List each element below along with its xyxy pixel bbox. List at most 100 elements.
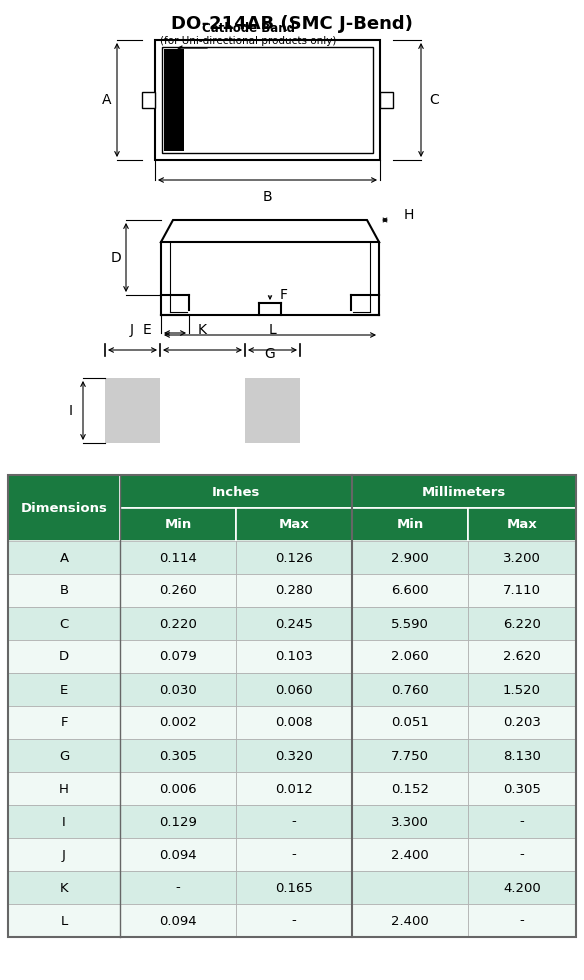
Text: L: L bbox=[268, 323, 276, 337]
Text: 5.590: 5.590 bbox=[391, 617, 429, 630]
Text: Max: Max bbox=[507, 518, 537, 531]
Text: -: - bbox=[291, 815, 296, 828]
Bar bbox=[120, 904, 236, 937]
Text: 0.245: 0.245 bbox=[275, 617, 313, 630]
Text: F: F bbox=[280, 288, 288, 302]
Bar bbox=[236, 574, 352, 607]
Bar bbox=[120, 871, 236, 904]
Text: E: E bbox=[60, 683, 68, 697]
Bar bbox=[8, 805, 120, 838]
Bar bbox=[236, 871, 352, 904]
Text: 7.110: 7.110 bbox=[503, 584, 541, 598]
Bar bbox=[120, 640, 236, 673]
Text: D: D bbox=[110, 251, 121, 265]
Text: B: B bbox=[60, 584, 68, 598]
Bar bbox=[236, 508, 352, 541]
Text: 0.305: 0.305 bbox=[159, 750, 197, 762]
Text: 0.079: 0.079 bbox=[159, 651, 197, 663]
Text: 6.600: 6.600 bbox=[391, 584, 429, 598]
Text: -: - bbox=[176, 881, 180, 895]
Text: I: I bbox=[62, 815, 66, 828]
Text: 3.300: 3.300 bbox=[391, 815, 429, 828]
Text: 0.012: 0.012 bbox=[275, 782, 313, 796]
Text: Millimeters: Millimeters bbox=[422, 485, 506, 499]
Bar bbox=[352, 805, 468, 838]
Bar bbox=[352, 739, 468, 772]
Bar bbox=[164, 49, 184, 151]
Bar bbox=[8, 871, 120, 904]
Text: Min: Min bbox=[164, 518, 192, 531]
Text: 0.103: 0.103 bbox=[275, 651, 313, 663]
Text: 0.002: 0.002 bbox=[159, 716, 197, 729]
Bar bbox=[8, 772, 120, 805]
Bar bbox=[8, 673, 120, 706]
Bar bbox=[120, 805, 236, 838]
Text: 2.620: 2.620 bbox=[503, 651, 541, 663]
Bar bbox=[120, 772, 236, 805]
Bar bbox=[468, 706, 576, 739]
Text: 0.030: 0.030 bbox=[159, 683, 197, 697]
Text: D: D bbox=[59, 651, 69, 663]
Text: -: - bbox=[520, 849, 524, 861]
Bar bbox=[352, 541, 468, 574]
Text: 0.165: 0.165 bbox=[275, 881, 313, 895]
Text: 0.060: 0.060 bbox=[275, 683, 313, 697]
Bar bbox=[236, 673, 352, 706]
Bar bbox=[352, 475, 576, 508]
Bar bbox=[352, 838, 468, 871]
Text: H: H bbox=[404, 208, 415, 222]
Text: 2.400: 2.400 bbox=[391, 914, 429, 927]
Text: J: J bbox=[130, 323, 134, 337]
Bar bbox=[468, 508, 576, 541]
Text: A: A bbox=[102, 93, 112, 107]
Text: 8.130: 8.130 bbox=[503, 750, 541, 762]
Text: 0.203: 0.203 bbox=[503, 716, 541, 729]
Bar bbox=[120, 541, 236, 574]
Text: C: C bbox=[60, 617, 69, 630]
Text: 0.094: 0.094 bbox=[159, 849, 197, 861]
Text: -: - bbox=[520, 914, 524, 927]
Bar bbox=[236, 640, 352, 673]
Text: 0.008: 0.008 bbox=[275, 716, 313, 729]
Text: A: A bbox=[60, 552, 68, 564]
Text: -: - bbox=[291, 849, 296, 861]
Text: 3.200: 3.200 bbox=[503, 552, 541, 564]
Text: H: H bbox=[59, 782, 69, 796]
Text: Min: Min bbox=[397, 518, 423, 531]
Bar bbox=[120, 673, 236, 706]
Text: 0.094: 0.094 bbox=[159, 914, 197, 927]
Bar bbox=[468, 541, 576, 574]
Bar bbox=[120, 475, 352, 508]
Bar bbox=[8, 475, 576, 937]
Text: 6.220: 6.220 bbox=[503, 617, 541, 630]
Bar bbox=[8, 607, 120, 640]
Bar bbox=[236, 838, 352, 871]
Text: 4.200: 4.200 bbox=[503, 881, 541, 895]
Text: DO-214AB (SMC J-Bend): DO-214AB (SMC J-Bend) bbox=[171, 15, 413, 33]
Bar bbox=[468, 574, 576, 607]
Bar bbox=[468, 739, 576, 772]
Bar bbox=[352, 673, 468, 706]
Bar bbox=[352, 706, 468, 739]
Text: 0.126: 0.126 bbox=[275, 552, 313, 564]
Bar bbox=[468, 607, 576, 640]
Bar bbox=[352, 640, 468, 673]
Bar bbox=[105, 378, 160, 443]
Text: 0.129: 0.129 bbox=[159, 815, 197, 828]
Bar bbox=[468, 640, 576, 673]
Bar bbox=[8, 640, 120, 673]
Bar bbox=[8, 706, 120, 739]
Bar bbox=[8, 574, 120, 607]
Bar bbox=[352, 871, 468, 904]
Bar bbox=[120, 574, 236, 607]
Bar bbox=[8, 904, 120, 937]
Text: 0.260: 0.260 bbox=[159, 584, 197, 598]
Text: E: E bbox=[142, 323, 151, 337]
Text: 0.305: 0.305 bbox=[503, 782, 541, 796]
Bar bbox=[236, 805, 352, 838]
Bar bbox=[352, 508, 468, 541]
Bar bbox=[352, 772, 468, 805]
Text: 2.400: 2.400 bbox=[391, 849, 429, 861]
Text: 0.006: 0.006 bbox=[159, 782, 197, 796]
Bar bbox=[352, 607, 468, 640]
